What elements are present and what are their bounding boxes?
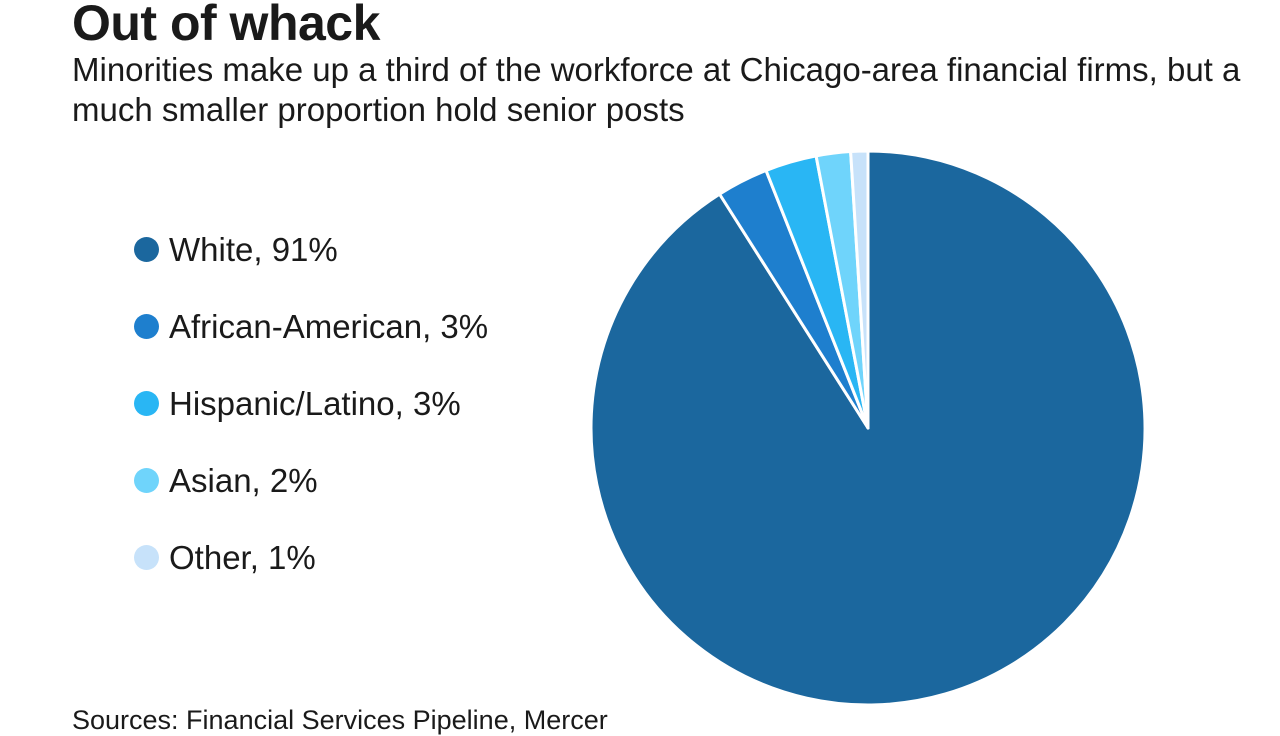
chart-subtitle: Minorities make up a third of the workfo…: [72, 51, 1241, 128]
legend-item-asian: Asian, 2%: [134, 459, 488, 536]
pie-chart: [589, 149, 1147, 707]
legend-label-hispanic-latino: Hispanic/Latino, 3%: [169, 385, 461, 422]
chart-title: Out of whack: [72, 0, 380, 51]
legend-item-other: Other, 1%: [134, 536, 488, 613]
legend-item-white: White, 91%: [134, 228, 488, 305]
legend-label-white: White, 91%: [169, 231, 338, 268]
pie-slice-other: [849, 149, 870, 430]
legend-swatch-african-american: [134, 314, 159, 339]
legend-swatch-other: [134, 545, 159, 570]
legend-swatch-asian: [134, 468, 159, 493]
legend-item-african-american: African-American, 3%: [134, 305, 488, 382]
legend-label-african-american: African-American, 3%: [169, 308, 489, 345]
source-note: Sources: Financial Services Pipeline, Me…: [72, 705, 608, 735]
legend-label-asian: Asian, 2%: [169, 462, 318, 499]
legend-swatch-hispanic-latino: [134, 391, 159, 416]
pie-slices: [589, 149, 1147, 707]
legend: White, 91% African-American, 3% Hispanic…: [134, 228, 488, 613]
legend-label-other: Other, 1%: [169, 539, 316, 576]
legend-swatch-white: [134, 237, 159, 262]
legend-item-hispanic-latino: Hispanic/Latino, 3%: [134, 382, 488, 459]
